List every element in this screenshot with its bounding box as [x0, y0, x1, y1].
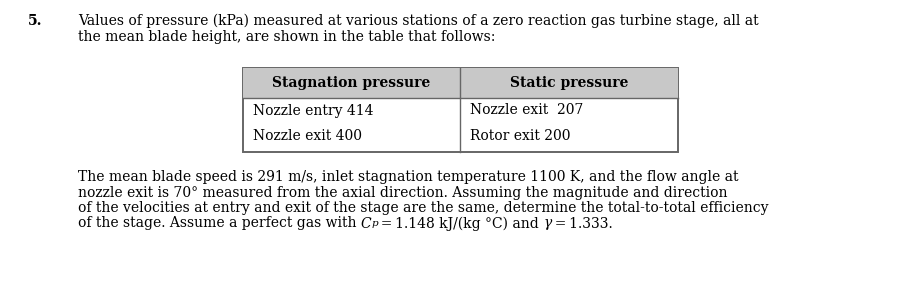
Text: the mean blade height, are shown in the table that follows:: the mean blade height, are shown in the …: [78, 30, 496, 43]
Bar: [243, 68, 678, 98]
Text: 5.: 5.: [28, 14, 42, 28]
Text: = 1.148 kJ/(kg °C) and: = 1.148 kJ/(kg °C) and: [378, 217, 543, 231]
Text: Rotor exit 200: Rotor exit 200: [470, 128, 571, 143]
Text: Static pressure: Static pressure: [510, 76, 628, 90]
Text: = 1.333.: = 1.333.: [551, 217, 612, 230]
Text: nozzle exit is 70° measured from the axial direction. Assuming the magnitude and: nozzle exit is 70° measured from the axi…: [78, 185, 727, 200]
Text: Stagnation pressure: Stagnation pressure: [272, 76, 431, 90]
Text: of the stage. Assume a perfect gas with: of the stage. Assume a perfect gas with: [78, 217, 361, 230]
Bar: [243, 68, 678, 152]
Text: The mean blade speed is 291 m/s, inlet stagnation temperature 1100 K, and the fl: The mean blade speed is 291 m/s, inlet s…: [78, 170, 738, 184]
Text: Values of pressure (kPa) measured at various stations of a zero reaction gas tur: Values of pressure (kPa) measured at var…: [78, 14, 758, 28]
Text: γ: γ: [543, 217, 551, 230]
Text: of the velocities at entry and exit of the stage are the same, determine the tot: of the velocities at entry and exit of t…: [78, 201, 769, 215]
Text: C: C: [361, 217, 372, 230]
Text: p: p: [372, 220, 378, 229]
Text: Nozzle exit  207: Nozzle exit 207: [470, 103, 583, 117]
Text: Nozzle exit 400: Nozzle exit 400: [253, 128, 362, 143]
Text: Nozzle entry 414: Nozzle entry 414: [253, 103, 373, 117]
